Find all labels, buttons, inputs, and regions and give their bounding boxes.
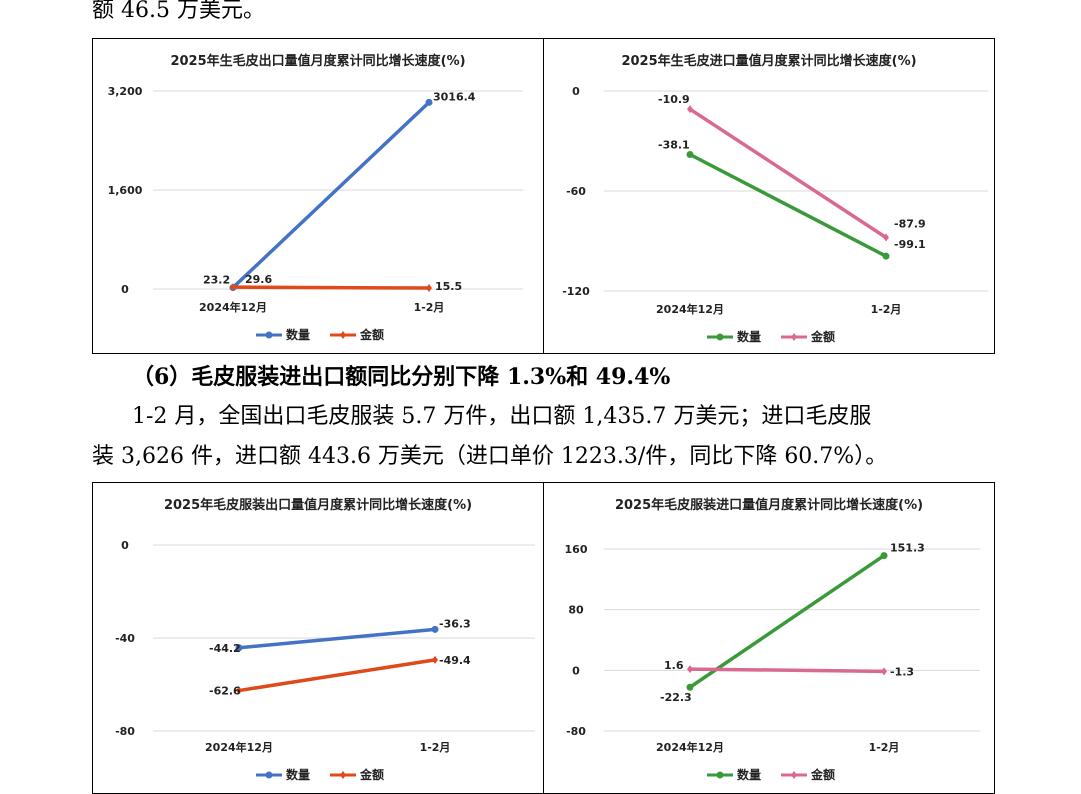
data-point-marker (882, 252, 890, 260)
data-point-marker (686, 151, 694, 158)
y-tick-label: 160 (565, 543, 588, 556)
y-tick-label: 0 (121, 283, 129, 296)
data-label: 15.5 (435, 280, 462, 293)
data-label: -99.1 (894, 238, 926, 251)
data-label: 1.6 (664, 659, 684, 672)
data-point-marker (883, 233, 889, 242)
chart-svg: 2025年生毛皮进口量值月度累计同比增长速度(%) -120 -60 0 2024年12… (562, 53, 988, 344)
data-point-marker (881, 667, 887, 676)
data-point-marker (425, 98, 433, 106)
chart-raw-fur-import: 2025年生毛皮进口量值月度累计同比增长速度(%) -120 -60 0 2024年12… (543, 38, 995, 354)
chart-title: 2025年生毛皮进口量值月度累计同比增长速度(%) (621, 53, 916, 69)
x-tick-label: 2024年12月 (656, 302, 724, 316)
data-point-marker (432, 655, 438, 664)
legend-label: 金额 (810, 767, 835, 782)
data-point-marker (687, 665, 693, 674)
chart-title: 2025年毛皮服装进口量值月度累计同比增长速度(%) (615, 497, 923, 513)
data-label: 3016.4 (433, 90, 476, 103)
data-point-marker (431, 625, 439, 633)
data-label: -87.9 (894, 218, 926, 231)
y-tick-label: 0 (572, 664, 580, 677)
data-label: -38.1 (658, 139, 690, 152)
data-point-marker (230, 283, 236, 292)
x-tick-label: 1-2月 (869, 741, 900, 754)
legend-label: 金额 (359, 767, 384, 782)
series-line-quantity (688, 152, 888, 258)
series-line-amount (231, 285, 431, 290)
series-line-amount (688, 107, 888, 240)
data-label: 29.6 (245, 273, 272, 286)
chart-svg: 2025年毛皮服装出口量值月度累计同比增长速度(%) -80 -40 0 2024年12… (115, 497, 535, 782)
legend-label: 数量 (737, 329, 761, 344)
x-tick-label: 1-2月 (871, 303, 902, 316)
series-line-amount (237, 658, 437, 693)
chart-svg: 2025年生毛皮出口量值月度累计同比增长速度(%) 0 1,600 3,200 2024… (108, 53, 523, 342)
x-tick-label: 1-2月 (414, 301, 445, 314)
section-heading-6: （6）毛皮服装进出口额同比分别下降 1.3%和 49.4% (132, 364, 671, 390)
data-point-marker (880, 552, 888, 560)
legend-marker (716, 333, 724, 341)
paragraph-line-1: 1-2 月，全国出口毛皮服装 5.7 万件，出口额 1,435.7 万美元；进口… (132, 404, 872, 429)
legend-marker (265, 771, 273, 779)
data-label: -36.3 (439, 617, 471, 630)
chart-raw-fur-export: 2025年生毛皮出口量值月度累计同比增长速度(%) 0 1,600 3,200 2024… (92, 38, 544, 354)
data-point-marker (686, 683, 694, 691)
y-tick-label: -120 (562, 285, 590, 298)
y-tick-label: -60 (566, 185, 586, 198)
y-tick-label: 80 (568, 604, 584, 617)
x-tick-label: 2024年12月 (656, 740, 724, 754)
chart-title: 2025年毛皮服装出口量值月度累计同比增长速度(%) (164, 497, 472, 513)
y-tick-label: -80 (115, 725, 135, 738)
data-point-marker (687, 105, 693, 114)
y-tick-label: 3,200 (108, 85, 143, 98)
legend-marker (791, 333, 797, 341)
x-tick-label: 1-2月 (420, 741, 451, 754)
legend-marker (716, 771, 724, 779)
data-label: -22.3 (660, 691, 692, 704)
x-tick-label: 2024年12月 (199, 300, 267, 314)
legend-label: 数量 (286, 327, 310, 342)
legend-marker (340, 771, 346, 779)
data-label: -1.3 (890, 665, 914, 678)
series-line-quantity (231, 100, 431, 290)
y-tick-label: -80 (566, 725, 586, 738)
paragraph-line-2: 装 3,626 件，进口额 443.6 万美元（进口单价 1223.3/件，同比… (92, 444, 888, 469)
data-point-marker (426, 284, 432, 293)
legend-marker (791, 771, 797, 779)
y-tick-label: 0 (121, 539, 129, 552)
top-text-line: 额 46.5 万美元。 (92, 0, 265, 23)
data-label: 151.3 (890, 542, 925, 555)
legend-label: 金额 (810, 329, 835, 344)
data-label: 23.2 (203, 274, 230, 287)
series-line-quantity (237, 627, 437, 650)
series-line-quantity (688, 553, 886, 689)
data-label: -10.9 (658, 93, 690, 106)
y-tick-label: 0 (572, 85, 580, 98)
data-point-marker (235, 644, 243, 652)
x-tick-label: 2024年12月 (205, 740, 273, 754)
chart-fur-garment-import: 2025年毛皮服装进口量值月度累计同比增长速度(%) -80 0 80 160 2024年… (543, 482, 995, 794)
data-label: -49.4 (439, 654, 471, 667)
chart-title: 2025年生毛皮出口量值月度累计同比增长速度(%) (170, 53, 465, 69)
y-tick-label: -40 (115, 632, 135, 645)
chart-svg: 2025年毛皮服装进口量值月度累计同比增长速度(%) -80 0 80 160 2024年… (565, 497, 980, 782)
legend-marker (265, 331, 273, 339)
data-label: -62.6 (209, 685, 241, 698)
legend-marker (340, 331, 346, 339)
legend-label: 数量 (286, 767, 310, 782)
data-point-marker (236, 686, 242, 695)
data-label: -44.2 (209, 642, 241, 655)
y-tick-label: 1,600 (108, 184, 143, 197)
legend-label: 金额 (359, 327, 384, 342)
series-line-amount (688, 667, 886, 674)
chart-fur-garment-export: 2025年毛皮服装出口量值月度累计同比增长速度(%) -80 -40 0 2024年12… (92, 482, 544, 794)
legend-label: 数量 (737, 767, 761, 782)
